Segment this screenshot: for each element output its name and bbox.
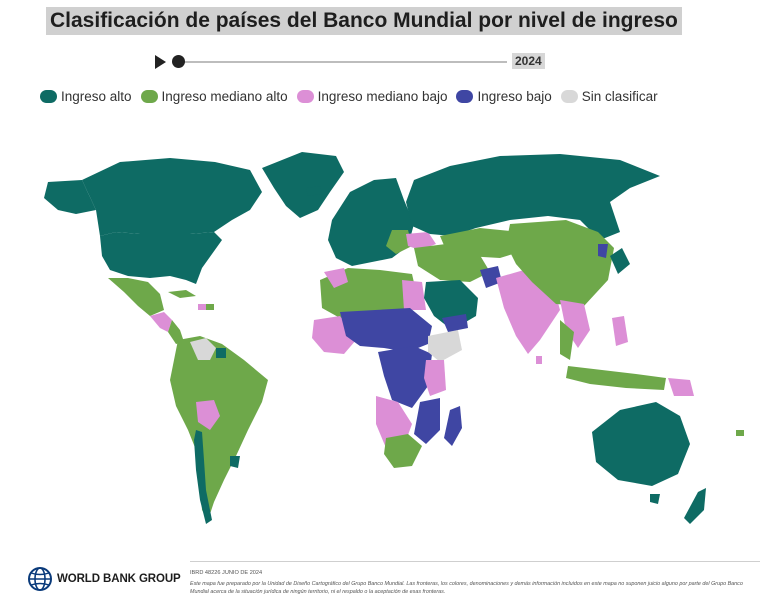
play-icon[interactable] bbox=[155, 55, 166, 69]
region-uruguay[interactable] bbox=[230, 456, 240, 468]
region-venezuela-unclassified[interactable] bbox=[190, 338, 216, 360]
region-bolivia[interactable] bbox=[196, 400, 220, 430]
region-madagascar[interactable] bbox=[444, 406, 462, 446]
region-europe[interactable] bbox=[328, 178, 414, 266]
region-horn-africa-unclassified[interactable] bbox=[428, 330, 462, 362]
timeline-slider-handle[interactable] bbox=[172, 55, 185, 68]
timeline-track[interactable] bbox=[177, 61, 507, 63]
region-indonesia[interactable] bbox=[566, 366, 666, 390]
region-ukraine[interactable] bbox=[406, 232, 436, 250]
region-south-america[interactable] bbox=[170, 336, 268, 520]
region-cuba[interactable] bbox=[168, 290, 196, 298]
disclaimer-text: Este mapa fue preparado por la Unidad de… bbox=[190, 581, 743, 595]
legend-swatch bbox=[296, 90, 314, 103]
logo-text: WORLD BANK GROUP bbox=[57, 573, 181, 585]
legend: Ingreso alto Ingreso mediano alto Ingres… bbox=[40, 89, 667, 104]
region-philippines[interactable] bbox=[612, 316, 628, 346]
legend-item-low-income[interactable]: Ingreso bajo bbox=[456, 89, 552, 104]
document-id: IBRD 48226 JUNIO DE 2024 bbox=[190, 570, 263, 576]
region-central-america-lmi[interactable] bbox=[150, 312, 172, 332]
region-china-mongolia[interactable] bbox=[506, 220, 614, 306]
region-alaska[interactable] bbox=[44, 180, 96, 214]
region-egypt[interactable] bbox=[402, 280, 426, 310]
legend-label: Ingreso alto bbox=[61, 89, 132, 104]
region-russia[interactable] bbox=[406, 154, 660, 240]
legend-item-unclassified[interactable]: Sin clasificar bbox=[560, 89, 658, 104]
region-chile[interactable] bbox=[194, 430, 212, 524]
world-bank-logo: WORLD BANK GROUP bbox=[27, 566, 181, 592]
legend-swatch bbox=[40, 90, 57, 103]
globe-icon bbox=[28, 567, 52, 591]
region-north-korea[interactable] bbox=[598, 244, 608, 258]
legend-label: Ingreso mediano alto bbox=[161, 89, 288, 104]
year-timeline[interactable]: 2024 bbox=[155, 52, 547, 72]
region-australia[interactable] bbox=[592, 402, 690, 486]
region-canada[interactable] bbox=[82, 158, 262, 236]
region-sahel-low[interactable] bbox=[340, 308, 432, 352]
legend-swatch bbox=[456, 90, 474, 103]
legend-swatch bbox=[140, 90, 158, 103]
region-new-zealand[interactable] bbox=[684, 488, 706, 524]
region-south-africa[interactable] bbox=[384, 434, 422, 468]
legend-label: Ingreso mediano bajo bbox=[317, 89, 448, 104]
legend-label: Sin clasificar bbox=[581, 89, 658, 104]
region-guyana[interactable] bbox=[216, 348, 226, 358]
region-greenland[interactable] bbox=[262, 152, 344, 218]
region-southeast-asia-lmi[interactable] bbox=[560, 300, 590, 348]
region-eastern-europe[interactable] bbox=[386, 230, 412, 254]
region-mozambique[interactable] bbox=[414, 398, 440, 444]
region-iceland[interactable] bbox=[306, 186, 322, 196]
world-income-map bbox=[44, 152, 744, 524]
region-thailand-malaysia[interactable] bbox=[560, 320, 574, 360]
footer-divider bbox=[190, 561, 760, 562]
year-label: 2024 bbox=[512, 53, 545, 69]
region-pacific-islands[interactable] bbox=[736, 430, 744, 436]
region-tasmania[interactable] bbox=[650, 494, 660, 504]
region-papua-new-guinea[interactable] bbox=[668, 378, 694, 396]
region-central-africa-low[interactable] bbox=[378, 346, 432, 408]
region-morocco[interactable] bbox=[324, 268, 348, 288]
region-afghanistan[interactable] bbox=[480, 266, 502, 288]
region-dominican-rep[interactable] bbox=[206, 304, 214, 310]
legend-item-upper-middle-income[interactable]: Ingreso mediano alto bbox=[140, 89, 288, 104]
legend-item-high-income[interactable]: Ingreso alto bbox=[40, 89, 132, 104]
region-mexico[interactable] bbox=[108, 278, 164, 316]
region-east-africa-lmi[interactable] bbox=[424, 360, 446, 396]
region-usa[interactable] bbox=[100, 232, 222, 284]
region-haiti[interactable] bbox=[198, 304, 206, 310]
region-central-america-umi[interactable] bbox=[168, 320, 184, 344]
page-title: Clasificación de países del Banco Mundia… bbox=[46, 7, 682, 35]
legend-swatch bbox=[560, 90, 578, 103]
region-kazakhstan[interactable] bbox=[440, 228, 526, 258]
region-yemen-syria[interactable] bbox=[442, 314, 468, 332]
legend-label: Ingreso bajo bbox=[477, 89, 552, 104]
region-sri-lanka[interactable] bbox=[536, 356, 542, 364]
region-japan-korea[interactable] bbox=[610, 248, 630, 274]
legend-item-lower-middle-income[interactable]: Ingreso mediano bajo bbox=[296, 89, 448, 104]
